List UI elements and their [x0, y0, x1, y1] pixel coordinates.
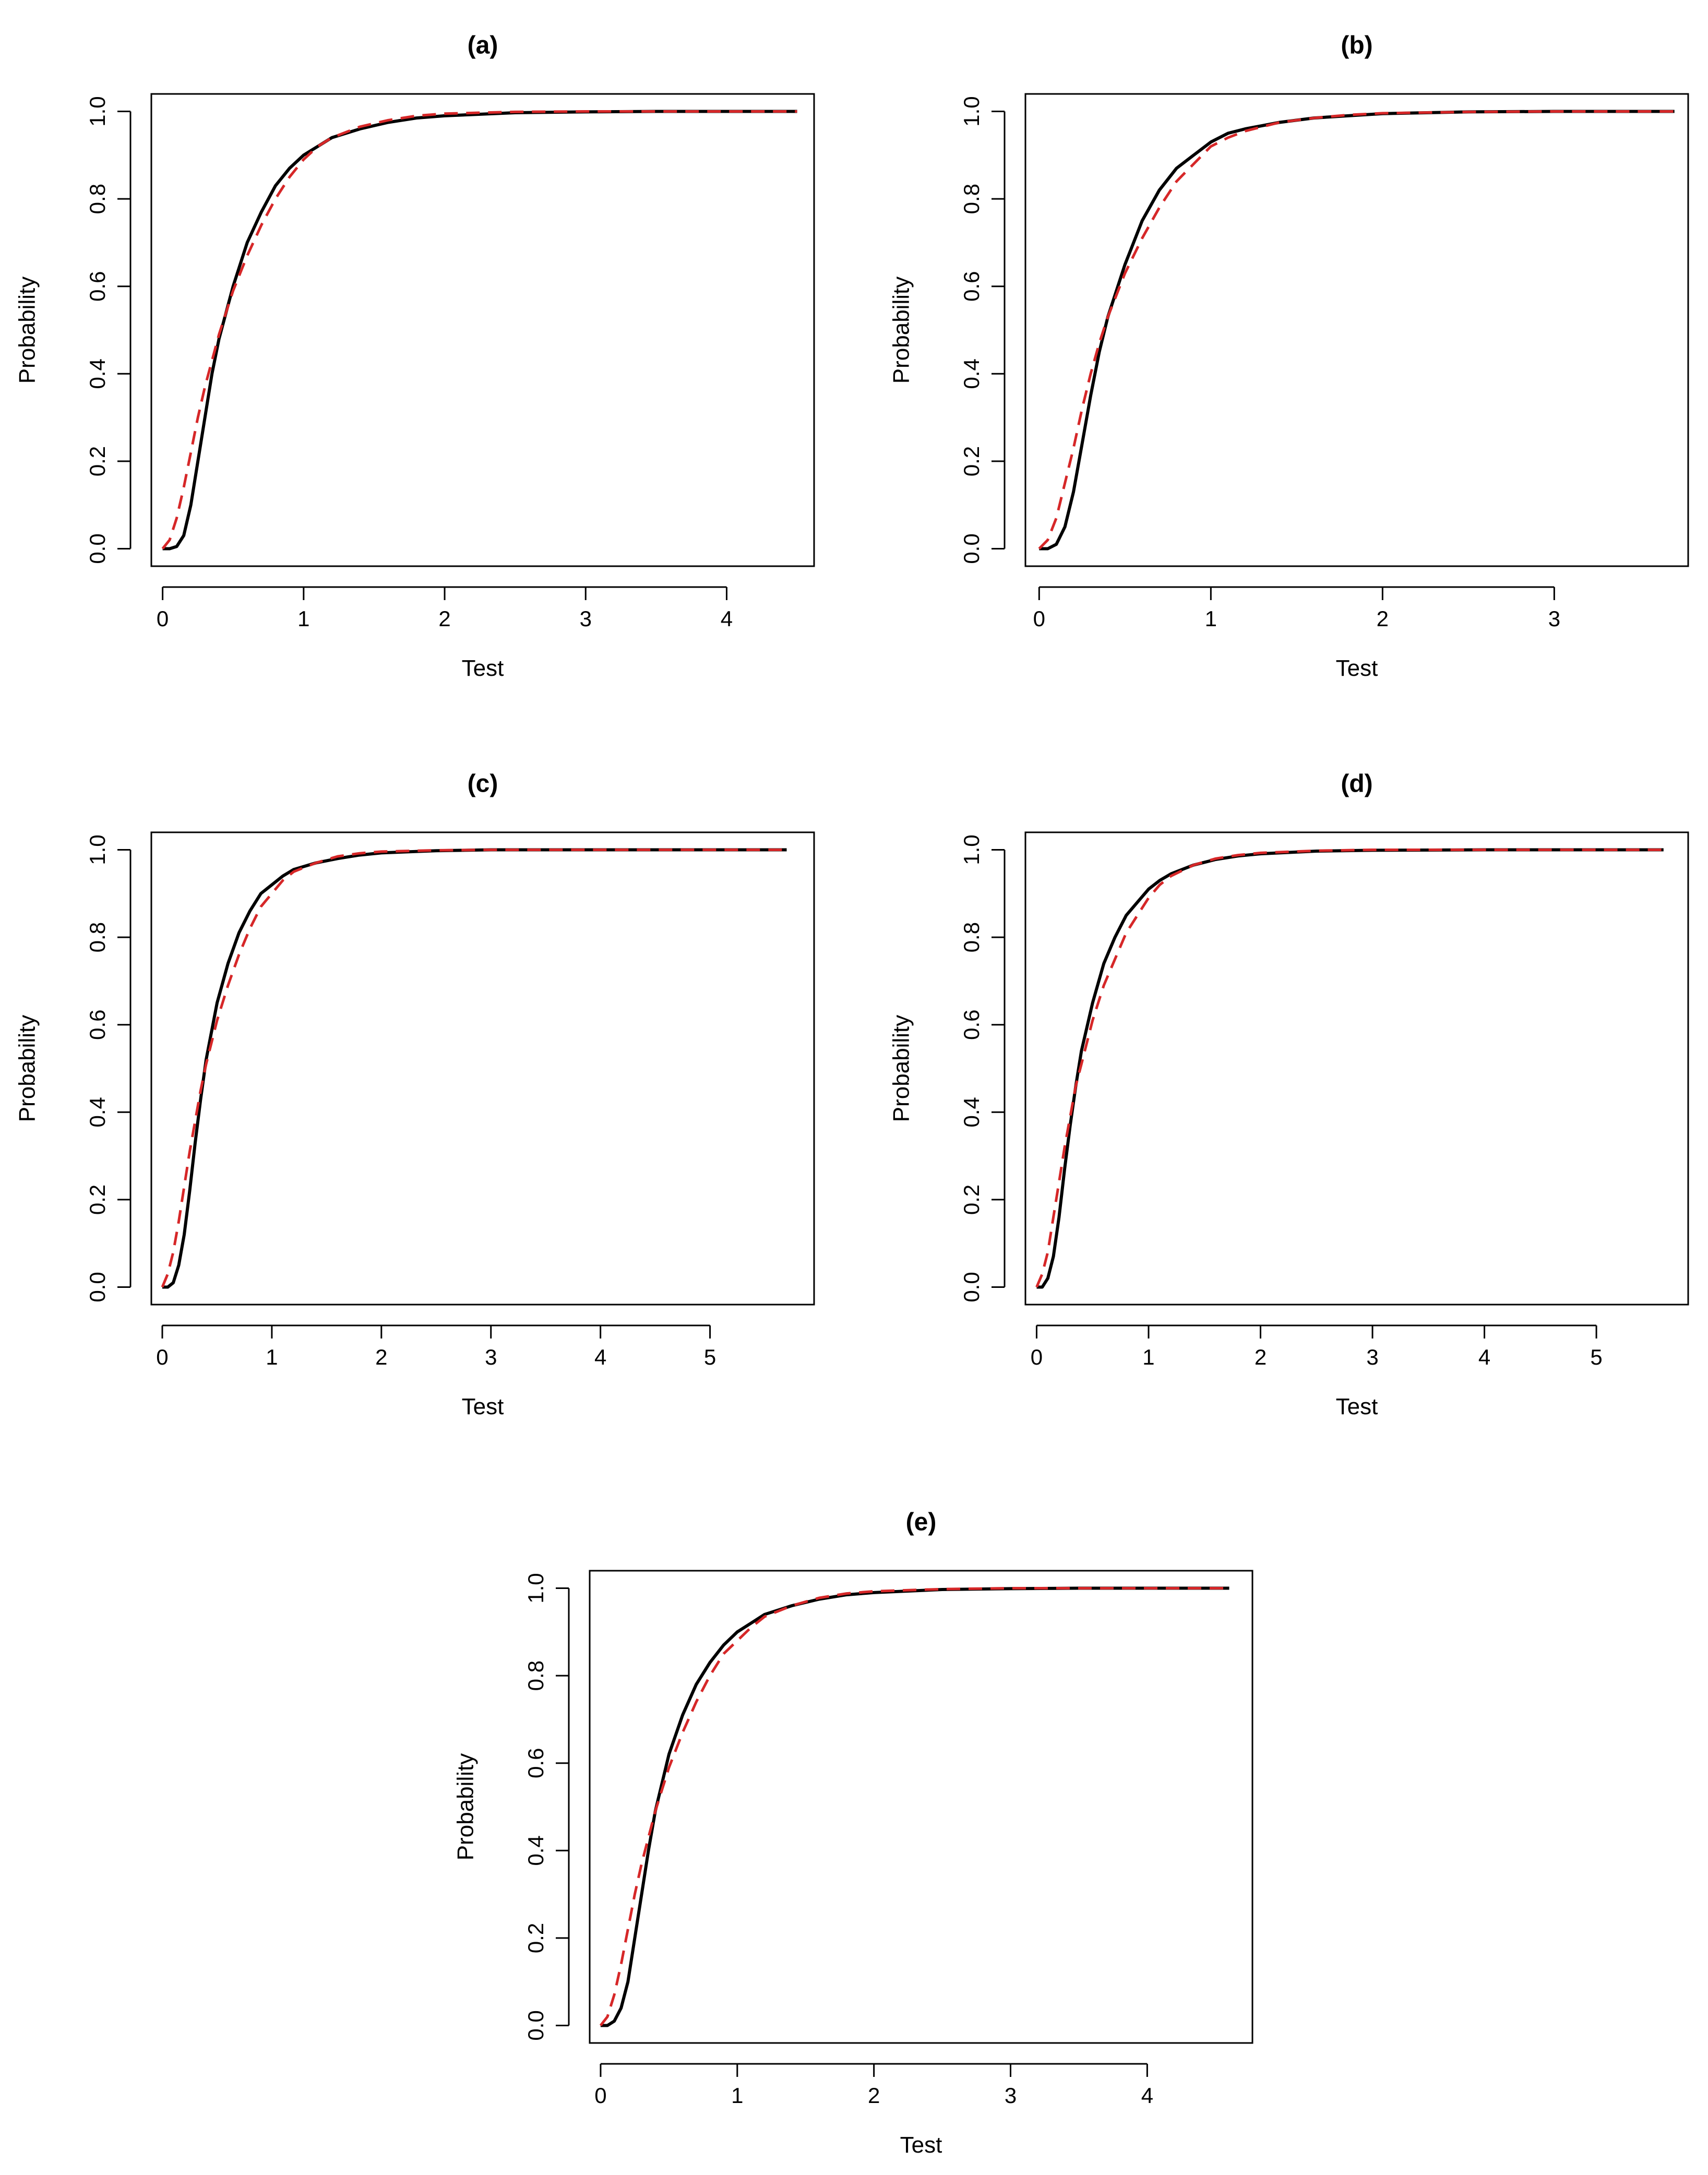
panel-d-x-axis-title: Test	[1336, 1394, 1378, 1419]
panel-b-y-tick-label: 0.8	[959, 184, 984, 214]
panel-e-x-tick-label: 2	[868, 2083, 880, 2108]
panel-b-x-tick-label: 0	[1033, 606, 1045, 631]
panel-a-series-empirical-curve	[162, 110, 797, 551]
panel-d-x-tick-label: 3	[1366, 1345, 1378, 1369]
panel-a-y-tick-label: 0.2	[85, 446, 110, 476]
panel-d-y-tick-label: 1.0	[959, 834, 984, 865]
panel-d-y-tick-label: 0.4	[959, 1097, 984, 1127]
panel-c-series-fitted-curve	[161, 849, 787, 1288]
panel-c-x-tick-label: 4	[594, 1345, 606, 1369]
panel-d-title: (d)	[1341, 770, 1372, 798]
panel-c-y-tick-label: 0.6	[85, 1010, 110, 1040]
panel-b-y-tick-label: 0.0	[959, 533, 984, 564]
panel-d: (d) 0 1 2 3 4 5 Test 0.0 0.2 0.4 0.6 0.8 1.0 Probabili…	[889, 770, 1689, 1419]
panel-c-title: (c)	[468, 770, 498, 798]
panel-e-series-empirical-curve	[600, 1586, 1229, 2027]
panel-c-x-tick-label: 0	[156, 1345, 168, 1369]
panel-b-y-tick-label: 0.6	[959, 271, 984, 302]
panel-a-x-tick-label: 3	[580, 606, 592, 631]
panel-a-y-tick-label: 0.0	[85, 533, 110, 564]
panel-d-y-tick-label: 0.6	[959, 1010, 984, 1040]
panel-b: (b) 0 1 2 3 Test 0.0 0.2 0.4 0.6 0.8 1.0 Probability	[889, 32, 1689, 681]
panel-b-x-axis-title: Test	[1336, 655, 1378, 681]
panel-b-title: (b)	[1341, 32, 1372, 59]
panel-d-series-empirical-curve	[1036, 848, 1664, 1289]
panel-e-x-tick-label: 0	[594, 2083, 606, 2108]
panel-e-series-fitted-curve	[599, 1587, 1229, 2027]
panel-d-x-tick-label: 2	[1255, 1345, 1267, 1369]
panel-a-y-tick-label: 0.8	[85, 184, 110, 214]
panel-c-y-tick-label: 0.2	[85, 1185, 110, 1215]
panel-d-y-tick-label: 0.8	[959, 922, 984, 952]
panel-e-y-axis-title: Probability	[453, 1753, 479, 1860]
panel-d-y-axis-title: Probability	[889, 1015, 914, 1122]
panel-b-x-tick-label: 3	[1548, 606, 1560, 631]
panel-e-y-tick-label: 0.8	[523, 1660, 548, 1691]
panel-c-y-axis-title: Probability	[15, 1015, 40, 1122]
panel-d-plot-frame	[1024, 831, 1689, 1306]
panel-a-y-tick-label: 0.6	[85, 271, 110, 302]
panel-d-x-tick-label: 4	[1478, 1345, 1490, 1369]
panel-a-y-axis-title: Probability	[15, 277, 40, 384]
panel-e-y-tick-label: 0.6	[523, 1748, 548, 1778]
panel-e-y-tick-label: 0.0	[523, 2010, 548, 2040]
panel-a-y-tick-label: 0.4	[85, 358, 110, 389]
panel-b-y-axis-title: Probability	[889, 277, 914, 384]
panel-c-x-tick-label: 1	[266, 1345, 278, 1369]
panel-b-y-tick-label: 1.0	[959, 96, 984, 126]
panel-e-y-tick-label: 0.2	[523, 1923, 548, 1953]
panel-c-y-tick-label: 0.4	[85, 1097, 110, 1127]
panel-a-plot-frame	[150, 93, 815, 567]
panel-e-x-tick-label: 3	[1005, 2083, 1017, 2108]
panel-c-x-tick-label: 3	[485, 1345, 497, 1369]
panel-a-x-tick-label: 4	[721, 606, 733, 631]
panel-b-y-tick-label: 0.2	[959, 446, 984, 476]
panel-d-x-tick-label: 1	[1142, 1345, 1154, 1369]
panel-c-y-tick-label: 0.8	[85, 922, 110, 952]
panel-b-x-tick-label: 1	[1205, 606, 1217, 631]
panel-d-x-tick-label: 5	[1590, 1345, 1602, 1369]
panel-d-y-tick-label: 0.0	[959, 1272, 984, 1302]
panel-b-x-tick-label: 2	[1377, 606, 1389, 631]
panel-e-x-axis-title: Test	[900, 2132, 942, 2158]
panel-c-y-tick-label: 1.0	[85, 834, 110, 865]
panel-b-series-empirical-curve	[1039, 110, 1675, 551]
panel-d-x-tick-label: 0	[1031, 1345, 1043, 1369]
panel-c: (c) 0 1 2 3 4 5 Test 0.0 0.2 0.4 0.6 0.8 1.0 Probabili…	[15, 770, 815, 1419]
panel-e-x-tick-label: 1	[731, 2083, 743, 2108]
panel-a-x-axis-title: Test	[462, 655, 504, 681]
panel-c-x-tick-label: 5	[704, 1345, 716, 1369]
panel-a-x-tick-label: 1	[297, 606, 309, 631]
panel-c-x-tick-label: 2	[375, 1345, 387, 1369]
panel-b-y-tick-label: 0.4	[959, 358, 984, 389]
panel-b-series-fitted-curve	[1038, 110, 1675, 550]
panel-e-y-tick-label: 0.4	[523, 1835, 548, 1866]
panel-d-y-tick-label: 0.2	[959, 1185, 984, 1215]
panel-e-title: (e)	[906, 1509, 937, 1536]
panel-e: (e) 0 1 2 3 4 Test 0.0 0.2 0.4 0.6 0.8 1.0 Probabilit…	[453, 1509, 1253, 2158]
panel-e-x-tick-label: 4	[1141, 2083, 1153, 2108]
panel-a: (a) 0 1 2 3 4 Test 0.0 0.2 0.4 0.6 0.8 1.0 Probabilit…	[15, 32, 815, 681]
panel-e-plot-frame	[589, 1570, 1253, 2044]
panel-b-plot-frame	[1024, 93, 1689, 567]
panel-d-series-fitted-curve	[1035, 849, 1664, 1288]
panel-c-plot-frame	[150, 831, 815, 1306]
panel-a-x-tick-label: 2	[438, 606, 450, 631]
panel-a-title: (a)	[468, 32, 498, 59]
panel-e-y-tick-label: 1.0	[523, 1573, 548, 1603]
panel-c-x-axis-title: Test	[462, 1394, 504, 1419]
panel-c-y-tick-label: 0.0	[85, 1272, 110, 1302]
panel-a-x-tick-label: 0	[157, 606, 169, 631]
panel-a-y-tick-label: 1.0	[85, 96, 110, 126]
panel-a-series-fitted-curve	[161, 110, 797, 550]
